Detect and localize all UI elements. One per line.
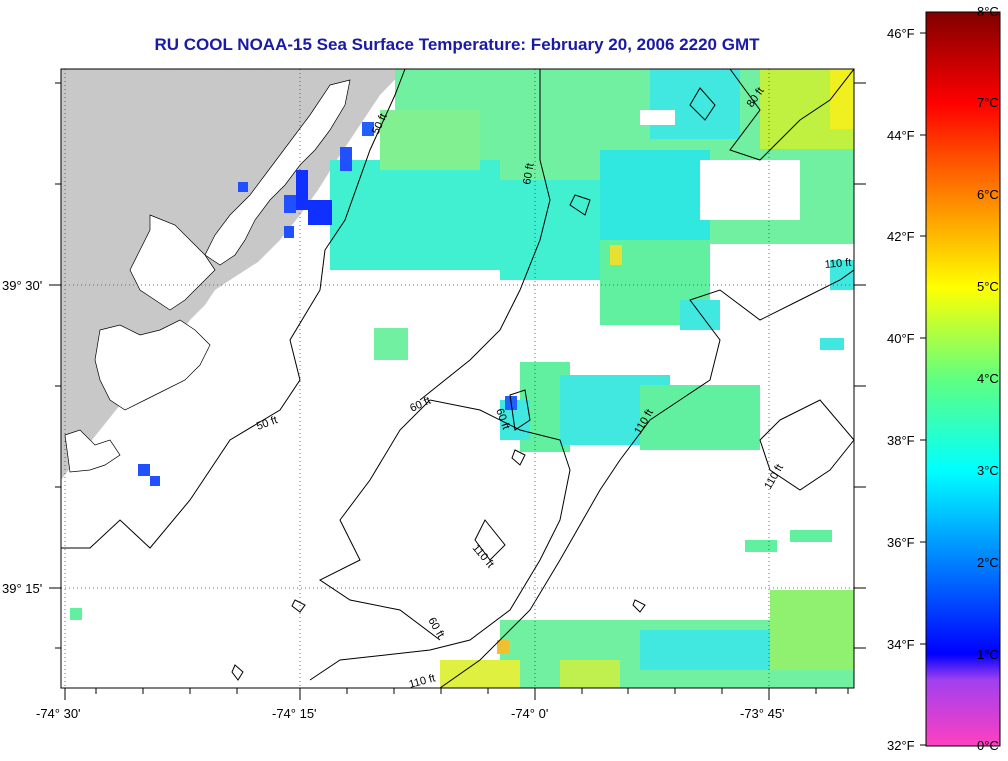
- back-bay-water: [64, 429, 121, 473]
- graticule: [61, 69, 854, 688]
- lon-tick-label: -74° 30': [36, 706, 81, 721]
- back-bay-water: [204, 79, 351, 266]
- colorbar-c-label: 2°C: [977, 555, 999, 570]
- land-new-jersey: [61, 69, 405, 480]
- bathymetry-contours: [61, 69, 854, 688]
- back-bay-water: [94, 319, 211, 411]
- lon-tick-label: -74° 0': [511, 706, 548, 721]
- colorbar-f-label: 42°F: [887, 229, 915, 244]
- map-title: RU COOL NOAA-15 Sea Surface Temperature:…: [154, 35, 760, 54]
- sst-data: [70, 69, 854, 688]
- back-bay-water: [129, 214, 216, 311]
- colorbar-f-label: 32°F: [887, 738, 915, 753]
- colorbar-c-label: 6°C: [977, 187, 999, 202]
- colorbar-f-label: 40°F: [887, 331, 915, 346]
- colorbar-celsius-labels: 0°C 1°C 2°C 3°C 4°C 5°C 6°C 7°C 8°C: [977, 4, 999, 753]
- contour-label: 60 ft: [521, 162, 537, 185]
- lat-tick-label: 39° 15': [2, 581, 42, 596]
- colorbar-c-label: 7°C: [977, 95, 999, 110]
- colorbar-c-label: 4°C: [977, 371, 999, 386]
- colorbar-fahrenheit-labels: 32°F 34°F 36°F 38°F 40°F 42°F 44°F 46°F: [887, 26, 915, 753]
- axis-ticks: [49, 82, 866, 700]
- colorbar-f-label: 34°F: [887, 637, 915, 652]
- colorbar-c-label: 3°C: [977, 463, 999, 478]
- colorbar-f-label: 38°F: [887, 433, 915, 448]
- colorbar-f-label: 44°F: [887, 128, 915, 143]
- colorbar-ticks: [920, 32, 926, 746]
- lon-tick-label: -74° 15': [272, 706, 317, 721]
- colorbar-c-label: 1°C: [977, 647, 999, 662]
- contour-label: 110 ft: [824, 257, 852, 271]
- lat-tick-label: 39° 30': [2, 278, 42, 293]
- colorbar-c-label: 0°C: [977, 738, 999, 753]
- colorbar-f-label: 36°F: [887, 535, 915, 550]
- lon-tick-label: -73° 45': [740, 706, 785, 721]
- colorbar: [925, 11, 1001, 747]
- colorbar-c-label: 8°C: [977, 4, 999, 19]
- colorbar-f-label: 46°F: [887, 26, 915, 41]
- map-frame: [60, 68, 855, 689]
- colorbar-c-label: 5°C: [977, 279, 999, 294]
